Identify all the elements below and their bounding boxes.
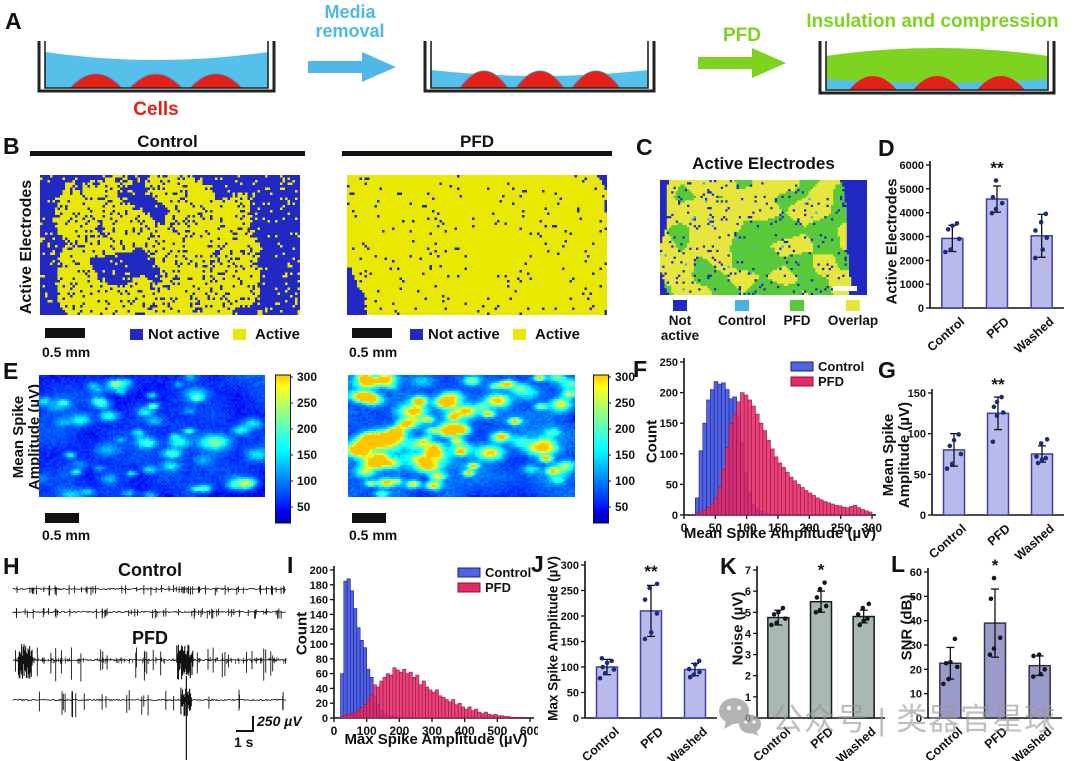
c-legend-label-pfd: PFD xyxy=(783,313,811,328)
panel-e-ylabel-line1: Mean Spike xyxy=(10,395,27,479)
panel-f-letter: F xyxy=(633,356,648,382)
media-removal-line1: Media xyxy=(324,2,376,22)
panel-b-ylabel: Active Electrodes xyxy=(18,179,35,315)
scalebar-e-left-label: 0.5 mm xyxy=(42,527,91,543)
time-scalebar xyxy=(236,730,254,732)
panel-d-letter: D xyxy=(878,135,895,161)
pfd-arrow-icon xyxy=(698,48,786,78)
c-legend-item-control: Control xyxy=(711,300,773,328)
pfd-label: PFD xyxy=(723,25,761,46)
scalebar-c-white xyxy=(833,286,857,291)
c-legend-item-overlap: Overlap xyxy=(822,300,884,328)
legend-swatch-not-active-left xyxy=(130,329,143,340)
active-electrodes-map-control xyxy=(40,175,300,315)
panel-g-ylabel-line1: Mean Spike xyxy=(880,413,897,497)
legend-active-right: Active xyxy=(535,326,581,343)
mean-spike-bar-chart xyxy=(898,350,1080,562)
panel-a-letter: A xyxy=(5,8,22,34)
cells-label: Cells xyxy=(133,99,179,120)
time-scale-label: 1 s xyxy=(234,734,254,750)
panel-b-letter: B xyxy=(3,133,20,159)
panel-i-xlabel: Max Spike Amplitude (µV) xyxy=(344,731,528,748)
legend-swatch-not-active-right xyxy=(410,329,423,340)
media-removal-arrow-icon xyxy=(308,52,396,82)
c-legend-swatch-pfd xyxy=(790,300,804,311)
title-underline-right xyxy=(342,151,612,156)
media-removal-label: Media removal xyxy=(300,3,400,41)
mean-spike-histogram xyxy=(648,350,910,545)
mean-spike-heatmap-control xyxy=(39,375,265,497)
voltage-scale-label: 250 µV xyxy=(257,713,302,729)
panel-e-letter: E xyxy=(3,358,19,384)
panel-c-title: Active Electrodes xyxy=(692,154,835,173)
legend-swatch-active-right xyxy=(513,329,526,340)
scalebar-e-right xyxy=(352,513,386,523)
insulation-label: Insulation and compression xyxy=(806,11,1059,32)
dish-low-media xyxy=(423,41,656,93)
title-underline-left xyxy=(30,151,305,156)
colorbar-right xyxy=(593,371,641,526)
overlay-map xyxy=(660,180,867,295)
active-electrodes-map-pfd xyxy=(347,175,607,315)
mean-spike-heatmap-pfd xyxy=(348,375,575,497)
noise-bar-chart xyxy=(714,548,890,761)
panel-f-xlabel: Mean Spike Amplitude (µV) xyxy=(683,525,877,542)
legend-not-active-left: Not active xyxy=(148,326,220,343)
panel-b-title-pfd: PFD xyxy=(460,132,494,151)
colorbar-left xyxy=(275,371,323,526)
panel-j-letter: J xyxy=(531,551,544,577)
max-spike-histogram xyxy=(296,548,538,756)
scalebar-b-right xyxy=(352,328,392,338)
legend-swatch-active-left xyxy=(233,329,246,340)
scalebar-b-left-label: 0.5 mm xyxy=(42,344,91,360)
panel-g-letter: G xyxy=(878,357,896,383)
active-electrodes-bar-chart xyxy=(896,138,1080,355)
legend-not-active-right: Not active xyxy=(428,326,500,343)
c-legend-swatch-not-active xyxy=(673,300,687,311)
dish-full-media xyxy=(37,41,276,93)
panel-b-title-control: Control xyxy=(137,132,198,151)
c-legend-label-not-active: Not active xyxy=(660,313,700,343)
c-legend-label-overlap: Overlap xyxy=(827,313,879,328)
media-removal-line2: removal xyxy=(315,21,385,41)
scalebar-e-left xyxy=(45,513,79,523)
scalebar-b-right-label: 0.5 mm xyxy=(349,344,398,360)
voltage-scalebar xyxy=(252,716,254,732)
c-legend-swatch-overlap xyxy=(846,300,860,311)
c-legend-swatch-control xyxy=(735,300,749,311)
panel-c-letter: C xyxy=(636,134,653,160)
snr-bar-chart xyxy=(885,548,1080,761)
c-legend-item-not-active: Not active xyxy=(649,300,711,343)
c-legend-label-control: Control xyxy=(718,313,766,328)
max-spike-bar-chart xyxy=(542,548,722,761)
dish-pfd-layer xyxy=(818,41,1056,95)
scalebar-b-left xyxy=(45,328,85,338)
legend-active-left: Active xyxy=(255,326,301,343)
panel-i-letter: I xyxy=(287,552,294,578)
c-legend-item-pfd: PFD xyxy=(766,300,828,328)
scalebar-e-right-label: 0.5 mm xyxy=(349,527,398,543)
